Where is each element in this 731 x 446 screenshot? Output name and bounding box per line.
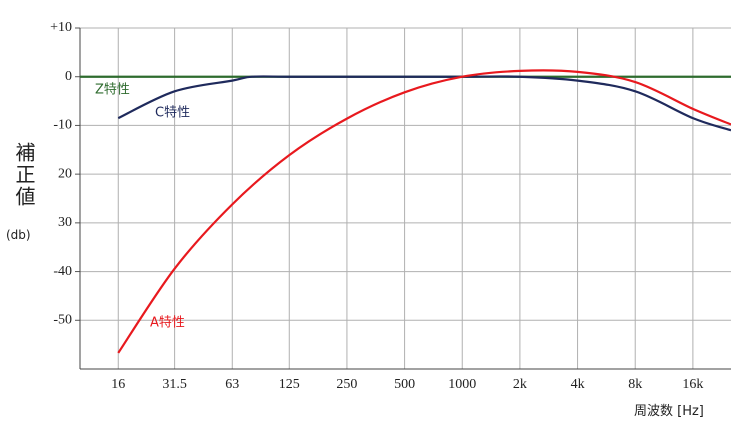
y-tick-label: -40: [53, 264, 72, 279]
line: [117, 69, 731, 354]
x-tick-label: 16k: [682, 377, 703, 392]
x-tick-label: 8k: [628, 377, 642, 392]
series-label: C特性: [155, 106, 190, 121]
y-tick-label: 30: [58, 215, 72, 230]
y-tick-label: +10: [50, 20, 72, 35]
x-tick-label: 16: [111, 377, 125, 392]
x-tick-label: 31.5: [162, 377, 187, 392]
x-tick-label: 250: [336, 377, 357, 392]
line: [117, 75, 731, 132]
x-tick-label: 125: [279, 377, 300, 392]
series-label: A特性: [150, 316, 185, 331]
series-label: Z特性: [95, 83, 130, 98]
y-axis-label: 補正値: [12, 142, 36, 208]
x-tick-label: 63: [225, 377, 239, 392]
y-tick-label: 20: [58, 166, 72, 181]
x-tick-label: 4k: [571, 377, 585, 392]
x-axis-label: 周波数 [Hz]: [634, 404, 704, 419]
x-tick-label: 500: [394, 377, 415, 392]
x-tick-label: 1000: [448, 377, 476, 392]
y-tick-label: 0: [65, 69, 72, 84]
x-tick-label: 2k: [513, 377, 527, 392]
y-tick-label: -10: [53, 118, 72, 133]
y-tick-label: -50: [53, 313, 72, 328]
y-axis-unit: (db): [6, 228, 31, 242]
